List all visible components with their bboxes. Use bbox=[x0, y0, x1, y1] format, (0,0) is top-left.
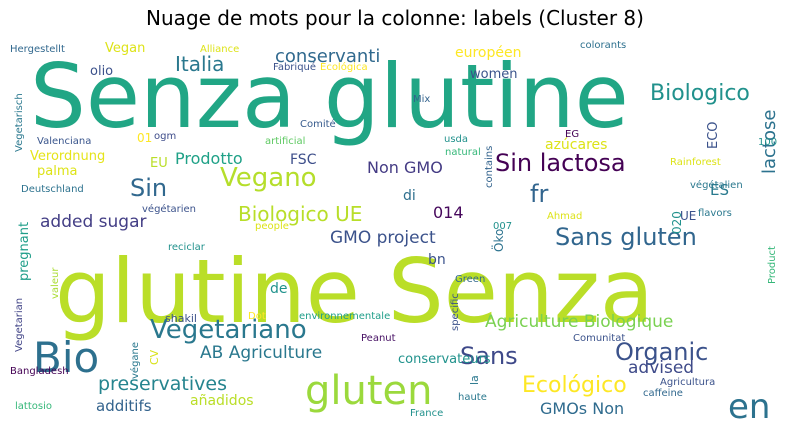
word-comit-62: Comité bbox=[300, 118, 336, 130]
word-ecol-gica-68: Ecológica bbox=[320, 61, 368, 73]
word-en-2: en bbox=[728, 387, 770, 425]
word-007-87: 007 bbox=[493, 221, 512, 232]
word-conservateurs-32: conservateurs bbox=[398, 352, 491, 367]
word-alliance-66: Alliance bbox=[200, 44, 239, 55]
word-reciclar-72: reciclar bbox=[168, 242, 206, 253]
word-gmo-project-24: GMO project bbox=[330, 228, 436, 248]
word-lactose-19: lactose bbox=[759, 110, 780, 174]
word-ko-47: Öko bbox=[490, 229, 506, 252]
word-020-49: 020 bbox=[670, 211, 684, 234]
word-fsc-30: FSC bbox=[290, 152, 317, 168]
word-natural-60: natural bbox=[445, 147, 481, 158]
word-specific-85: specific bbox=[450, 293, 461, 331]
word-eu-34: EU bbox=[150, 156, 168, 171]
word-az-cares-39: azúcares bbox=[545, 137, 607, 153]
word-contains-86: contains bbox=[484, 146, 495, 188]
word-sin-10: Sin bbox=[130, 174, 167, 202]
word-senza-glutine-0: Senza glutine bbox=[30, 45, 629, 148]
word-ogm-58: ogm bbox=[154, 131, 176, 142]
word-vegetariano-6: Vegetariano bbox=[150, 315, 307, 345]
wordcloud-canvas: Senza glutine glutine Senza en Bio gluten San… bbox=[10, 40, 780, 425]
word-v-g-talien-91: végétalien bbox=[690, 179, 743, 191]
word-fr-11: fr bbox=[530, 180, 548, 208]
word-women-41: women bbox=[470, 67, 518, 82]
word-caffeine-81: caffeine bbox=[643, 388, 683, 399]
word-sans-12: Sans bbox=[460, 342, 518, 370]
word-eco-42: ECO bbox=[706, 121, 721, 149]
word-sin-lactosa-9: Sin lactosa bbox=[495, 149, 626, 177]
word-ab-agriculture-21: AB Agriculture bbox=[200, 343, 322, 363]
word-glutine-senza-1: glutine Senza bbox=[55, 240, 654, 343]
word-014-29: 014 bbox=[433, 203, 464, 222]
word-usda-59: usda bbox=[444, 134, 468, 145]
word-olio-37: olio bbox=[90, 64, 113, 79]
word-agriculture-biologique-15: Agriculture Biologique bbox=[485, 312, 673, 332]
word-bangladesh-77: Bangladesh bbox=[10, 366, 69, 377]
word-di-45: di bbox=[403, 188, 416, 204]
word-v-gane-76: végane bbox=[129, 342, 141, 379]
word-cv-52: CV bbox=[148, 349, 161, 365]
word-green-84: Green bbox=[455, 274, 485, 285]
word-vegano-8: Vegano bbox=[220, 163, 317, 193]
word-ecol-gico-16: Ecológico bbox=[522, 373, 627, 398]
word-vegan-36: Vegan bbox=[105, 41, 145, 56]
word-france-79: France bbox=[410, 408, 443, 419]
word-dot-56: Dot bbox=[248, 311, 266, 322]
word-non-gmo-26: Non GMO bbox=[367, 158, 443, 177]
word-colorants-64: colorants bbox=[580, 40, 626, 51]
word-peanut-54: Peanut bbox=[361, 333, 396, 344]
word-advised-22: advised bbox=[628, 358, 694, 378]
word-fabriqu-67: Fabriqué bbox=[273, 61, 316, 73]
word-added-sugar-23: added sugar bbox=[40, 212, 146, 232]
word-haute-80: haute bbox=[458, 392, 487, 403]
word-prodotto-25: Prodotto bbox=[175, 149, 243, 168]
word-gmos-non-27: GMOs Non bbox=[540, 399, 624, 418]
word-additifs-28: additifs bbox=[96, 397, 152, 415]
word-europ-en-35: européen bbox=[455, 45, 522, 61]
word-01-50: 01 bbox=[137, 131, 152, 145]
word-conservanti-18: conservanti bbox=[275, 46, 380, 67]
word-environnementale-55: environnementale bbox=[299, 311, 390, 322]
word-lattosio-78: lattosio bbox=[15, 401, 52, 412]
word-flavors-92: flavors bbox=[698, 208, 732, 219]
word-pregnant-43: pregnant bbox=[17, 222, 32, 281]
word-biologico-13: Biologico bbox=[650, 81, 750, 106]
word-palma-38: palma bbox=[37, 164, 77, 179]
word-bn-46: bn bbox=[428, 252, 446, 268]
word-deutschland-70: Deutschland bbox=[21, 184, 84, 195]
word-people-73: people bbox=[255, 221, 289, 232]
word-sans-gluten-5: Sans gluten bbox=[555, 223, 697, 251]
word-italia-17: Italia bbox=[175, 52, 224, 76]
word-vegetarian-75: Vegetarian bbox=[14, 298, 25, 352]
word-valeur-74: valeur bbox=[50, 267, 61, 299]
word-biologico-ue-14: Biologico UE bbox=[238, 202, 362, 226]
word-eg-88: EG bbox=[565, 129, 579, 140]
word-v-g-tarien-71: végétarien bbox=[142, 203, 196, 215]
word-agricultura-82: Agricultura bbox=[660, 377, 715, 388]
chart-title: Nuage de mots pour la colonne: labels (C… bbox=[146, 6, 644, 30]
word-comunitat-83: Comunitat bbox=[573, 333, 625, 344]
word-ue-48: UE bbox=[680, 209, 696, 223]
word-organic-7: Organic bbox=[615, 338, 708, 366]
word-artificial-61: artificial bbox=[265, 136, 305, 147]
word-es-31: ES bbox=[710, 181, 729, 199]
word-100-89: 100 bbox=[758, 137, 777, 148]
word-bio-3: Bio bbox=[33, 333, 99, 382]
word-product-94: Product bbox=[767, 246, 778, 284]
word-rainforest-90: Rainforest bbox=[670, 157, 721, 168]
word-ahmad-93: Ahmad bbox=[547, 211, 582, 222]
word-gluten-4: gluten bbox=[305, 368, 433, 414]
word-shakil-53: shakil bbox=[165, 312, 197, 325]
word-vegetarisch-69: Vegetarisch bbox=[14, 93, 25, 152]
word-preservatives-20: preservatives bbox=[98, 373, 227, 395]
word-a-adidos-40: añadidos bbox=[190, 393, 254, 409]
word-mix-63: Mix bbox=[413, 94, 430, 105]
word-de-44: de bbox=[270, 281, 288, 297]
word-hergestellt-65: Hergestellt bbox=[10, 44, 65, 55]
word-la-51: la bbox=[468, 375, 481, 385]
word-valenciana-57: Valenciana bbox=[37, 136, 91, 147]
word-verordnung-33: Verordnung bbox=[30, 149, 105, 164]
